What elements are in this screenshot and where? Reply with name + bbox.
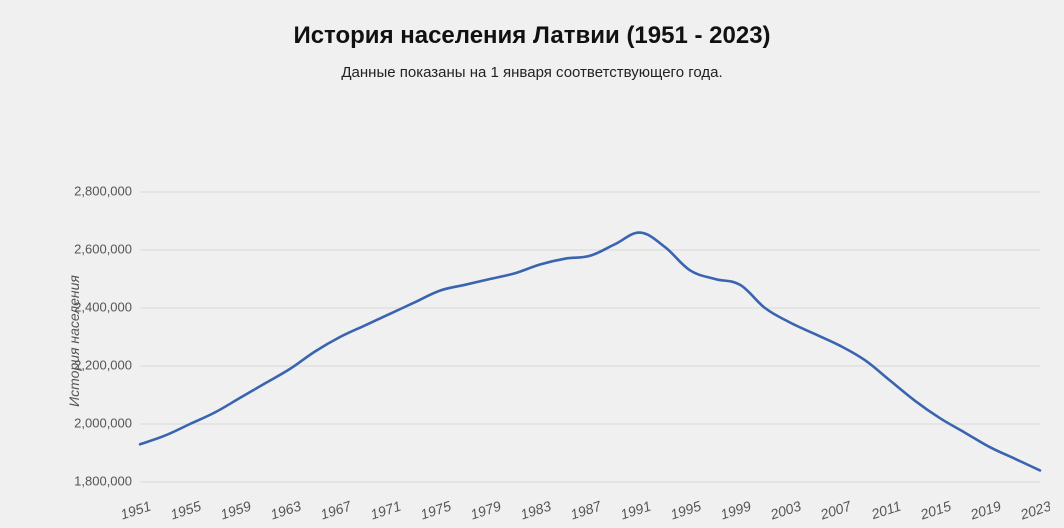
svg-text:2019: 2019 — [967, 498, 1003, 523]
x-tick: 1959 — [218, 498, 253, 523]
svg-text:1951: 1951 — [118, 498, 153, 523]
x-tick: 2003 — [767, 498, 803, 523]
x-tick: 1963 — [268, 498, 303, 523]
x-tick: 1951 — [118, 498, 153, 523]
svg-text:1995: 1995 — [668, 498, 703, 523]
svg-text:1959: 1959 — [218, 498, 253, 523]
x-tick: 1975 — [418, 498, 453, 523]
svg-text:2003: 2003 — [767, 498, 803, 523]
svg-text:2,600,000: 2,600,000 — [74, 241, 132, 256]
svg-text:2,200,000: 2,200,000 — [74, 357, 132, 372]
y-tick: 2,600,000 — [74, 241, 132, 256]
x-tick: 1967 — [318, 497, 354, 522]
x-tick: 2023 — [1017, 498, 1050, 523]
x-tick: 1995 — [668, 498, 703, 523]
x-tick: 1987 — [568, 497, 604, 522]
population-series — [140, 233, 1040, 471]
x-tick: 2007 — [817, 497, 854, 523]
line-chart-svg: 1,800,000 2,000,000 2,200,000 2,400,000 2,60… — [50, 132, 1050, 528]
svg-text:1987: 1987 — [568, 497, 604, 522]
y-tick: 2,000,000 — [74, 415, 132, 430]
chart-subtitle: Данные показаны на 1 января соответствую… — [0, 64, 1064, 81]
x-tick: 1979 — [468, 498, 503, 523]
svg-text:1967: 1967 — [318, 497, 354, 522]
svg-text:1999: 1999 — [718, 498, 753, 523]
svg-text:2023: 2023 — [1017, 498, 1050, 523]
x-tick: 1971 — [368, 498, 403, 523]
x-tick: 1983 — [518, 498, 553, 523]
svg-text:1,800,000: 1,800,000 — [74, 473, 132, 488]
y-tick: 2,200,000 — [74, 357, 132, 372]
svg-text:2,000,000: 2,000,000 — [74, 415, 132, 430]
svg-text:1975: 1975 — [418, 498, 453, 523]
svg-text:2015: 2015 — [917, 498, 953, 523]
x-tick: 2011 — [868, 498, 903, 523]
x-tick: 1999 — [718, 498, 753, 523]
svg-text:1955: 1955 — [168, 498, 203, 523]
x-tick: 1955 — [168, 498, 203, 523]
svg-text:1971: 1971 — [368, 498, 403, 523]
chart-page: История населения Латвии (1951 - 2023) Д… — [0, 22, 1064, 528]
x-tick: 2015 — [917, 498, 953, 523]
svg-text:1991: 1991 — [618, 498, 653, 523]
x-tick: 2019 — [967, 498, 1003, 523]
y-tick: 2,800,000 — [74, 183, 132, 198]
x-tick: 1991 — [618, 498, 653, 523]
svg-text:1983: 1983 — [518, 498, 553, 523]
svg-text:1963: 1963 — [268, 498, 303, 523]
svg-text:2007: 2007 — [817, 497, 854, 523]
y-tick: 1,800,000 — [74, 473, 132, 488]
svg-text:2011: 2011 — [868, 498, 903, 523]
chart-area: История населения 1,800,0002,000,0002,20… — [0, 132, 1064, 528]
y-tick: 2,400,000 — [74, 299, 132, 314]
svg-text:2,400,000: 2,400,000 — [74, 299, 132, 314]
svg-text:2,800,000: 2,800,000 — [74, 183, 132, 198]
svg-text:1979: 1979 — [468, 498, 503, 523]
chart-title: История населения Латвии (1951 - 2023) — [0, 22, 1064, 50]
